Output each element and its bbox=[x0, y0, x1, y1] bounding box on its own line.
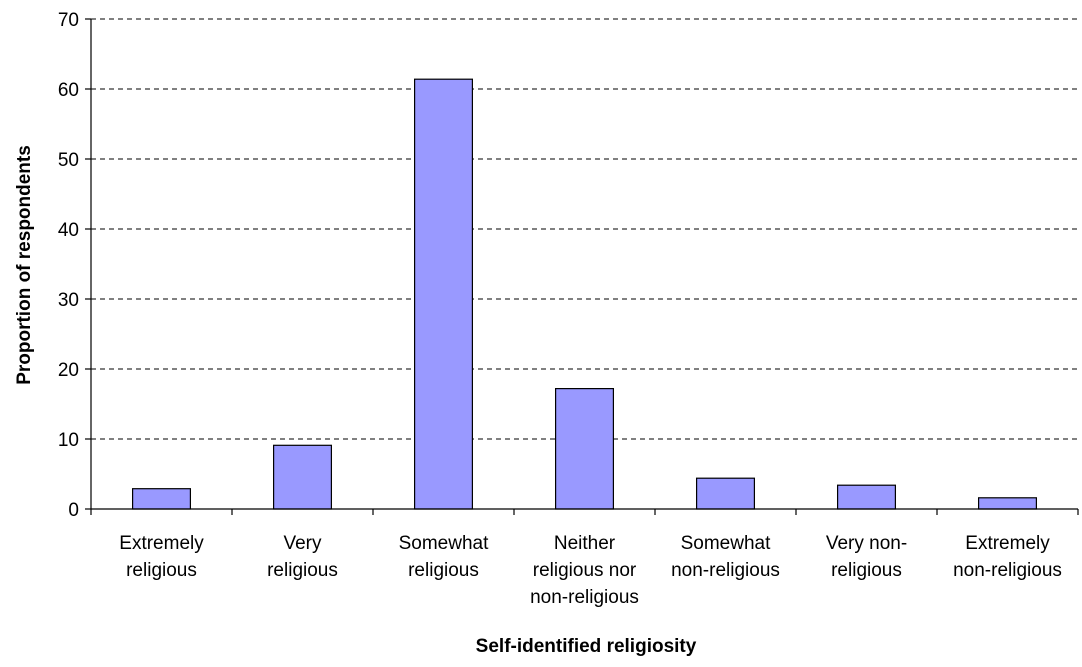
y-tick-label: 10 bbox=[58, 430, 79, 451]
x-category-label-line: Very non- bbox=[826, 533, 907, 554]
x-category-label-line: religious bbox=[126, 560, 197, 581]
x-category-label: Somewhat religious bbox=[399, 533, 489, 581]
bar bbox=[836, 484, 897, 510]
x-category-label-line: Neither bbox=[554, 533, 616, 554]
x-category-label: Somewhat non-religious bbox=[671, 533, 780, 581]
x-category-label: Very religious bbox=[267, 533, 338, 581]
x-category-label-line: non-religious bbox=[530, 587, 639, 608]
bar bbox=[977, 497, 1038, 510]
y-axis-title: Proportion of respondents bbox=[14, 145, 35, 385]
x-axis-title: Self-identified religiosity bbox=[476, 636, 697, 657]
x-category-label: Extremely non-religious bbox=[953, 533, 1062, 581]
x-category-label-line: religious nor bbox=[533, 560, 637, 581]
x-category-label-line: Very bbox=[283, 533, 322, 554]
x-category-label-line: religious bbox=[831, 560, 902, 581]
bar bbox=[554, 388, 615, 510]
x-category-label-line: religious bbox=[267, 560, 338, 581]
x-category-label-line: Somewhat bbox=[681, 533, 771, 554]
axes bbox=[85, 18, 1079, 515]
x-category-label: Neither religious nor non-religious bbox=[530, 533, 639, 608]
y-tick-label: 20 bbox=[58, 360, 79, 381]
x-category-label-line: Extremely bbox=[965, 533, 1050, 554]
y-tick-label: 50 bbox=[58, 150, 79, 171]
x-category-labels: Extremely religious Very religious Somewhat r… bbox=[119, 533, 1062, 608]
y-tick-label: 60 bbox=[58, 80, 79, 101]
grid-lines bbox=[91, 18, 1078, 440]
y-tick-labels: 0 10 20 30 40 50 60 70 bbox=[58, 10, 79, 521]
x-category-label-line: religious bbox=[408, 560, 479, 581]
bar bbox=[272, 444, 333, 510]
x-category-label: Very non-religious bbox=[826, 533, 907, 581]
x-category-label-line: non-religious bbox=[953, 560, 1062, 581]
x-category-label-line: non-religious bbox=[671, 560, 780, 581]
x-category-label-line: Somewhat bbox=[399, 533, 489, 554]
y-tick-label: 40 bbox=[58, 220, 79, 241]
x-category-label-line: Extremely bbox=[119, 533, 204, 554]
x-category-label: Extremely religious bbox=[119, 533, 204, 581]
y-tick-label: 30 bbox=[58, 290, 79, 311]
bar bbox=[695, 477, 756, 510]
y-tick-label: 0 bbox=[68, 500, 79, 521]
y-tick-label: 70 bbox=[58, 10, 79, 31]
bars bbox=[131, 78, 1038, 510]
bar bbox=[131, 488, 192, 510]
bar bbox=[413, 78, 474, 510]
